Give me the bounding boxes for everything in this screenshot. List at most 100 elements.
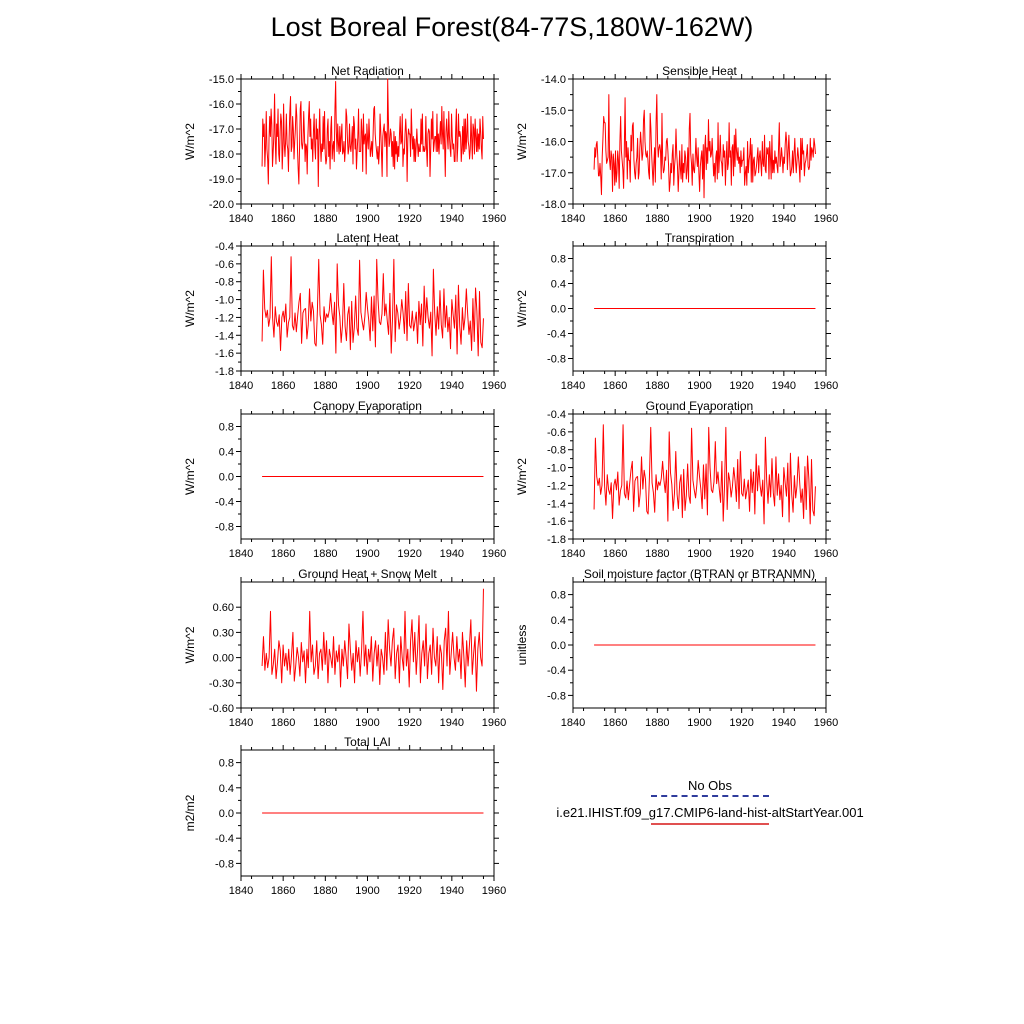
- panel-8-ytick-label: -0.8: [547, 690, 566, 702]
- legend: No Obs i.e21.IHIST.f09_g17.CMIP6-land-hi…: [520, 778, 900, 825]
- panel-3-ytick-label: -1.8: [215, 366, 234, 378]
- panel-5-xtick-label: 1880: [313, 548, 337, 560]
- panel-9-xtick-label: 1880: [313, 885, 337, 897]
- panel-6-ytick-label: -1.4: [547, 498, 566, 510]
- panel-2-xtick-label: 1900: [687, 213, 711, 225]
- panel-4-xtick-label: 1920: [729, 380, 753, 392]
- panel-1-xtick-label: 1840: [229, 213, 253, 225]
- panel-9-ytick-label: 0.8: [219, 758, 234, 770]
- panel-5-ytick-label: 0.4: [219, 447, 234, 459]
- panel-8-xtick-label: 1940: [772, 717, 796, 729]
- panel-7-ytick-label: 0.60: [213, 602, 234, 614]
- legend-model-label: i.e21.IHIST.f09_g17.CMIP6-land-hist-altS…: [556, 805, 864, 820]
- panel-2-ytick-label: -16.0: [541, 137, 566, 149]
- panel-5-xtick-label: 1840: [229, 548, 253, 560]
- panel-5-xtick-label: 1920: [397, 548, 421, 560]
- panel-6-series-line: [593, 424, 816, 525]
- panel-3-ytick-label: -0.4: [215, 241, 234, 253]
- panel-3-ytick-label: -0.6: [215, 259, 234, 271]
- panel-7-xtick-label: 1920: [397, 717, 421, 729]
- panel-6-xtick-label: 1940: [772, 548, 796, 560]
- panel-8-ytick-label: 0.8: [551, 590, 566, 602]
- panel-8-xtick-label: 1840: [561, 717, 585, 729]
- panel-1-ytick-label: -18.0: [209, 149, 234, 161]
- panel-8-ytick-label: -0.4: [547, 665, 566, 677]
- panel-5-ytick-label: 0.8: [219, 422, 234, 434]
- panel-9-xtick-label: 1920: [397, 885, 421, 897]
- panel-4-ytick-label: -0.8: [547, 354, 566, 366]
- panel-2-series-line: [593, 94, 816, 199]
- panel-6-ytick-label: -1.2: [547, 480, 566, 492]
- panel-8-xtick-label: 1880: [645, 717, 669, 729]
- panel-4-xtick-label: 1900: [687, 380, 711, 392]
- panel-4-xtick-label: 1960: [814, 380, 838, 392]
- panel-1-xtick-label: 1940: [440, 213, 464, 225]
- panel-5-ytick-label: 0.0: [219, 472, 234, 484]
- panel-7-xtick-label: 1960: [482, 717, 506, 729]
- panel-5-ytick-label: -0.8: [215, 522, 234, 534]
- figure-title: Lost Boreal Forest(84-77S,180W-162W): [270, 12, 754, 42]
- panel-3-ytick-label: -1.6: [215, 348, 234, 360]
- panel-3-ytick-label: -1.2: [215, 312, 234, 324]
- panel-3-ytick-label: -1.4: [215, 330, 234, 342]
- panel-3-ytick-label: -0.8: [215, 277, 234, 289]
- panel-1-xtick-label: 1900: [355, 213, 379, 225]
- panel-3-ytick-label: -1.0: [215, 295, 234, 307]
- panel-9-xtick-label: 1860: [271, 885, 295, 897]
- panel-7-xtick-label: 1840: [229, 717, 253, 729]
- panel-5-xtick-label: 1860: [271, 548, 295, 560]
- panel-2-title: Sensible Heat: [662, 64, 737, 78]
- panel-8-ytick-label: 0.4: [551, 615, 566, 627]
- panel-7-title: Ground Heat + Snow Melt: [298, 567, 437, 581]
- panel-8-xtick-label: 1920: [729, 717, 753, 729]
- legend-obs-line: [651, 795, 769, 797]
- panel-1-ytick-label: -16.0: [209, 99, 234, 111]
- panel-1-ylabel: W/m^2: [183, 123, 197, 160]
- panel-6-title: Ground Evaporation: [646, 399, 753, 413]
- panel-9-ytick-label: -0.4: [215, 833, 234, 845]
- panel-2-xtick-label: 1920: [729, 213, 753, 225]
- panel-3-xtick-label: 1960: [482, 380, 506, 392]
- panel-5-ylabel: W/m^2: [183, 458, 197, 495]
- panel-6-ytick-label: -1.6: [547, 516, 566, 528]
- panel-4-ytick-label: 0.8: [551, 254, 566, 266]
- panel-9-ytick-label: 0.0: [219, 808, 234, 820]
- panel-9-xtick-label: 1940: [440, 885, 464, 897]
- panel-7-ytick-label: 0.30: [213, 627, 234, 639]
- panel-3-title: Latent Heat: [336, 231, 399, 245]
- panel-8-ylabel: unitless: [515, 625, 529, 666]
- panel-1-xtick-label: 1880: [313, 213, 337, 225]
- panel-4-ytick-label: 0.4: [551, 279, 566, 291]
- panel-1-ytick-label: -17.0: [209, 124, 234, 136]
- panel-9-xtick-label: 1840: [229, 885, 253, 897]
- panel-5-xtick-label: 1960: [482, 548, 506, 560]
- panel-6-ytick-label: -0.6: [547, 427, 566, 439]
- panel-1-xtick-label: 1860: [271, 213, 295, 225]
- panel-1-series-line: [261, 78, 484, 187]
- panel-3-series-line: [261, 256, 484, 357]
- panel-2-ytick-label: -18.0: [541, 199, 566, 211]
- panel-7-xtick-label: 1940: [440, 717, 464, 729]
- panel-9-xtick-label: 1960: [482, 885, 506, 897]
- panel-6-ylabel: W/m^2: [515, 458, 529, 495]
- panel-8-xtick-label: 1960: [814, 717, 838, 729]
- panel-1-xtick-label: 1960: [482, 213, 506, 225]
- panel-9-xtick-label: 1900: [355, 885, 379, 897]
- panel-7-xtick-label: 1880: [313, 717, 337, 729]
- panel-6-ytick-label: -1.0: [547, 463, 566, 475]
- panel-5-ytick-label: -0.4: [215, 497, 234, 509]
- panel-2-xtick-label: 1940: [772, 213, 796, 225]
- panel-1-title: Net Radiation: [331, 64, 404, 78]
- panel-8-title: Soil moisture factor (BTRAN or BTRANMN): [584, 567, 815, 581]
- panel-3-xtick-label: 1940: [440, 380, 464, 392]
- panel-5-xtick-label: 1940: [440, 548, 464, 560]
- panel-4-xtick-label: 1940: [772, 380, 796, 392]
- panel-9-ytick-label: -0.8: [215, 858, 234, 870]
- panel-2-xtick-label: 1960: [814, 213, 838, 225]
- panel-7-series-line: [261, 588, 484, 692]
- panel-4-ytick-label: -0.4: [547, 329, 566, 341]
- panel-3-xtick-label: 1920: [397, 380, 421, 392]
- panel-7-ylabel: W/m^2: [183, 626, 197, 663]
- panel-8-xtick-label: 1860: [603, 717, 627, 729]
